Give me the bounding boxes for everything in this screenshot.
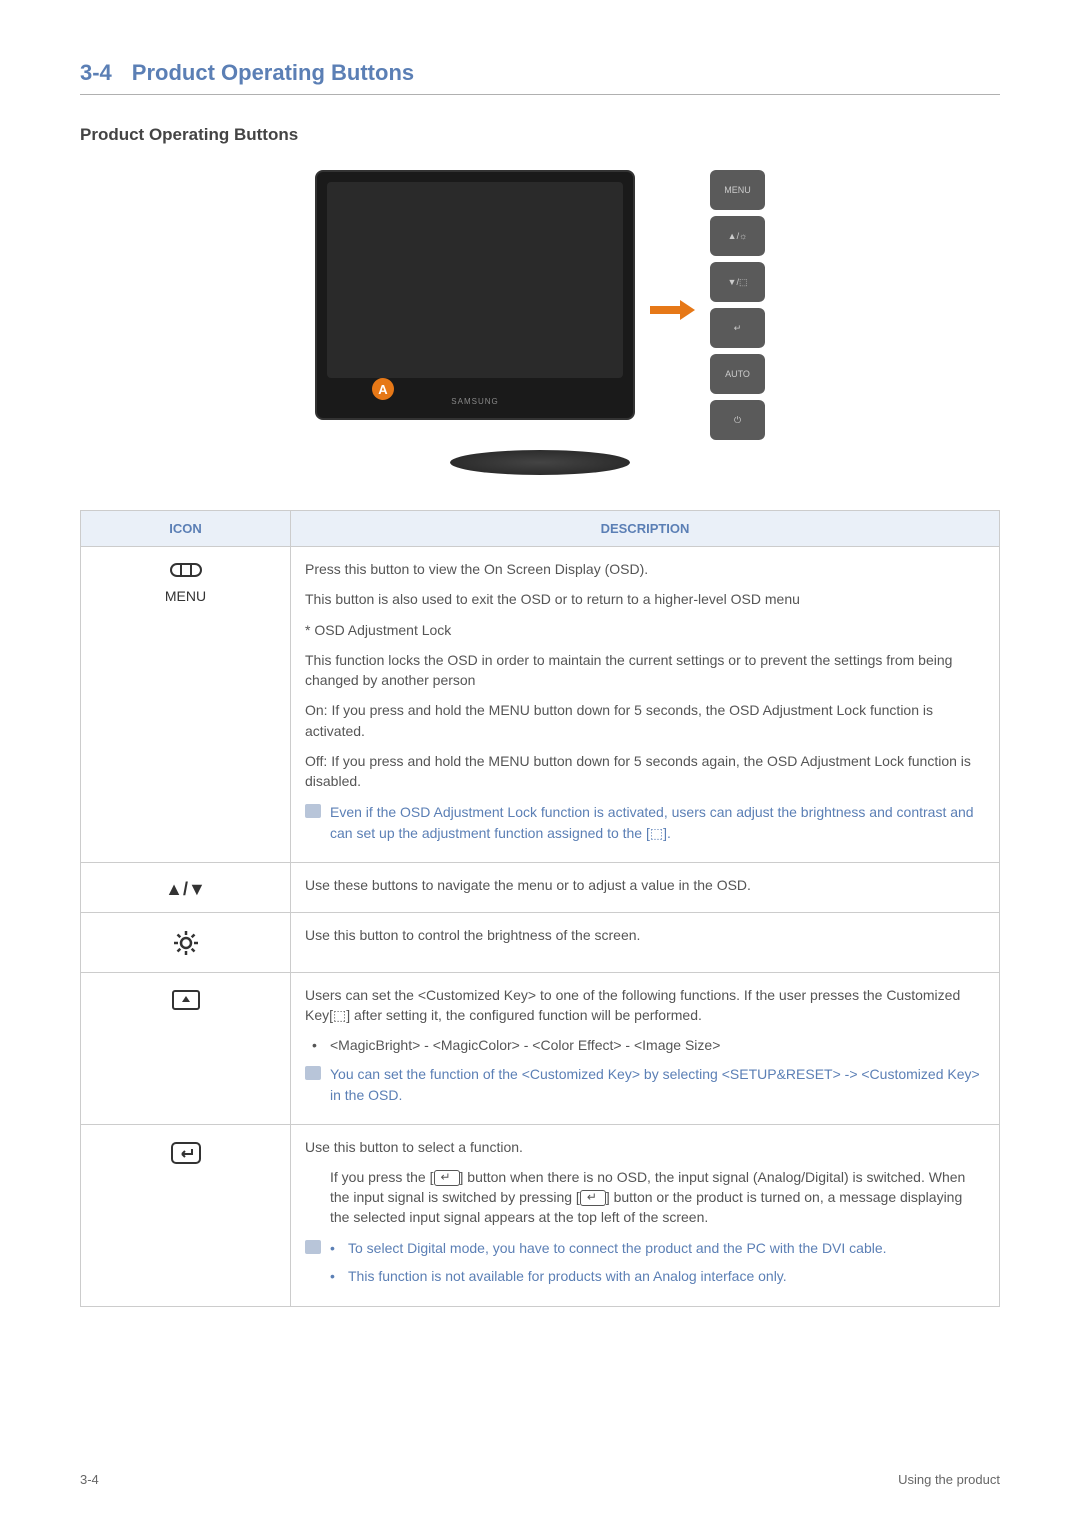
- note-icon: [305, 1240, 321, 1254]
- menu-icon: [169, 563, 203, 583]
- th-description: DESCRIPTION: [291, 511, 1000, 547]
- desc-text: Users can set the <Customized Key> to on…: [305, 985, 985, 1026]
- panel-btn-enter: ↵: [710, 308, 765, 348]
- buttons-table: ICON DESCRIPTION MENU Press this button …: [80, 510, 1000, 1307]
- th-icon: ICON: [81, 511, 291, 547]
- desc-text: Use these buttons to navigate the menu o…: [305, 875, 985, 895]
- table-row: Users can set the <Customized Key> to on…: [81, 972, 1000, 1124]
- note-block: To select Digital mode, you have to conn…: [330, 1238, 985, 1287]
- bullet-text: <MagicBright> - <MagicColor> - <Color Ef…: [330, 1035, 985, 1055]
- page-footer: 3-4 Using the product: [80, 1472, 1000, 1487]
- icon-cell-menu: MENU: [81, 547, 291, 863]
- monitor-screen: [327, 182, 623, 378]
- monitor-stand: [450, 450, 630, 475]
- enter-icon: [170, 1141, 202, 1165]
- desc-cell: Use this button to select a function. If…: [291, 1124, 1000, 1307]
- panel-btn-down: ▼/⬚: [710, 262, 765, 302]
- note-content: You can set the function of the <Customi…: [330, 1066, 980, 1103]
- table-row: Use this button to select a function. If…: [81, 1124, 1000, 1307]
- button-panel: MENU ▲/☼ ▼/⬚ ↵ AUTO ⏻: [710, 170, 765, 450]
- arrow-icon: [650, 300, 695, 320]
- note-icon: [305, 804, 321, 818]
- icon-cell-custom: [81, 972, 291, 1124]
- desc-text: This function locks the OSD in order to …: [305, 650, 985, 691]
- desc-text: Off: If you press and hold the MENU butt…: [305, 751, 985, 792]
- panel-btn-menu: MENU: [710, 170, 765, 210]
- inline-enter-icon: [434, 1170, 460, 1186]
- desc-cell: Users can set the <Customized Key> to on…: [291, 972, 1000, 1124]
- panel-btn-auto: AUTO: [710, 354, 765, 394]
- note-bullet: This function is not available for produ…: [348, 1266, 985, 1286]
- desc-cell: Use these buttons to navigate the menu o…: [291, 862, 1000, 912]
- note-icon: [305, 1066, 321, 1080]
- desc-text: Press this button to view the On Screen …: [305, 559, 985, 579]
- desc-text: * OSD Adjustment Lock: [305, 620, 985, 640]
- panel-btn-power: ⏻: [710, 400, 765, 440]
- desc-cell: Press this button to view the On Screen …: [291, 547, 1000, 863]
- marker-a: A: [372, 378, 394, 400]
- icon-cell-updown: ▲/▼: [81, 862, 291, 912]
- product-illustration: SAMSUNG A MENU ▲/☼ ▼/⬚ ↵ AUTO ⏻: [315, 170, 765, 450]
- section-number: 3-4: [80, 60, 112, 85]
- desc-cell: Use this button to control the brightnes…: [291, 912, 1000, 972]
- note-content: Even if the OSD Adjustment Lock function…: [330, 804, 974, 841]
- icon-cell-enter: [81, 1124, 291, 1307]
- indent-pre: If you press the [: [330, 1169, 434, 1185]
- desc-text: Use this button to select a function.: [305, 1137, 985, 1157]
- footer-right: Using the product: [898, 1472, 1000, 1487]
- monitor-logo: SAMSUNG: [451, 397, 498, 406]
- note-text: Even if the OSD Adjustment Lock function…: [330, 802, 985, 844]
- section-heading: 3-4 Product Operating Buttons: [80, 60, 1000, 95]
- desc-indent: If you press the [] button when there is…: [330, 1167, 985, 1228]
- table-row: MENU Press this button to view the On Sc…: [81, 547, 1000, 863]
- inline-enter-icon: [580, 1190, 606, 1206]
- note-bullet: To select Digital mode, you have to conn…: [348, 1238, 985, 1258]
- desc-text: This button is also used to exit the OSD…: [305, 589, 985, 609]
- desc-text: Use this button to control the brightnes…: [305, 925, 985, 945]
- panel-btn-up: ▲/☼: [710, 216, 765, 256]
- brightness-icon: [172, 929, 200, 957]
- table-row: Use this button to control the brightnes…: [81, 912, 1000, 972]
- table-row: ▲/▼ Use these buttons to navigate the me…: [81, 862, 1000, 912]
- footer-left: 3-4: [80, 1472, 99, 1487]
- monitor-graphic: SAMSUNG A: [315, 170, 635, 420]
- section-title: Product Operating Buttons: [132, 60, 414, 85]
- custom-key-icon: [171, 989, 201, 1011]
- sub-heading: Product Operating Buttons: [80, 125, 1000, 145]
- note-text: You can set the function of the <Customi…: [330, 1064, 985, 1106]
- desc-text: On: If you press and hold the MENU butto…: [305, 700, 985, 741]
- icon-cell-brightness: [81, 912, 291, 972]
